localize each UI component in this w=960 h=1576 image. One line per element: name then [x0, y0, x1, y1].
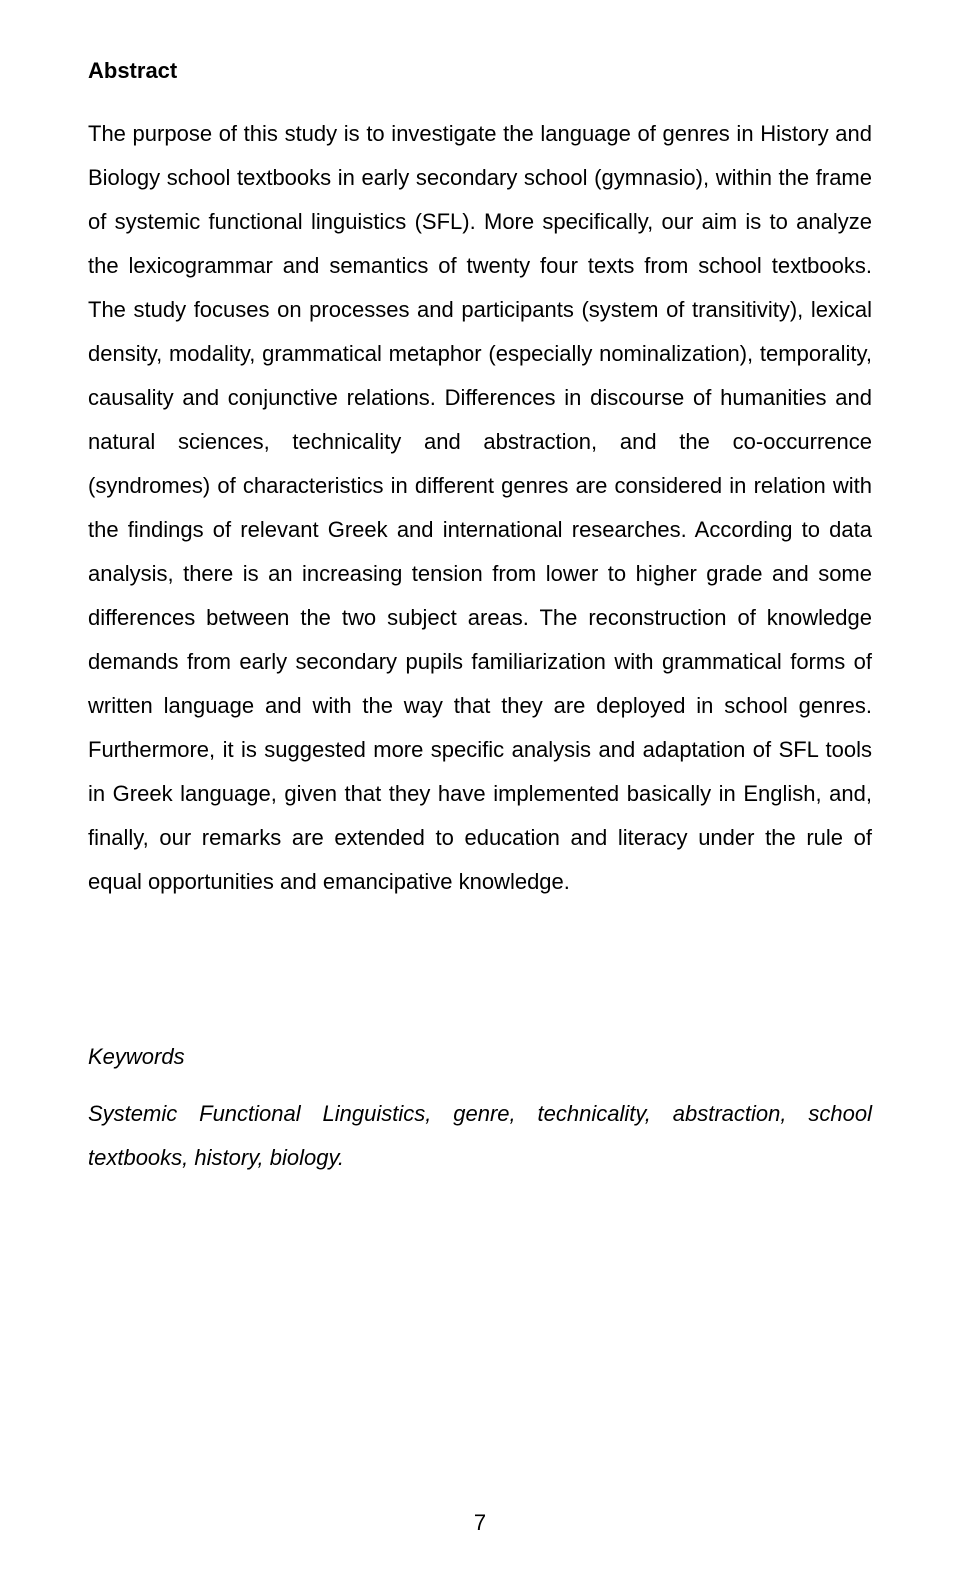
page-number: 7: [0, 1510, 960, 1536]
page: Abstract The purpose of this study is to…: [0, 0, 960, 1576]
keywords-body: Systemic Functional Linguistics, genre, …: [88, 1092, 872, 1180]
abstract-body: The purpose of this study is to investig…: [88, 112, 872, 904]
abstract-heading: Abstract: [88, 58, 872, 84]
keywords-heading: Keywords: [88, 1044, 872, 1070]
